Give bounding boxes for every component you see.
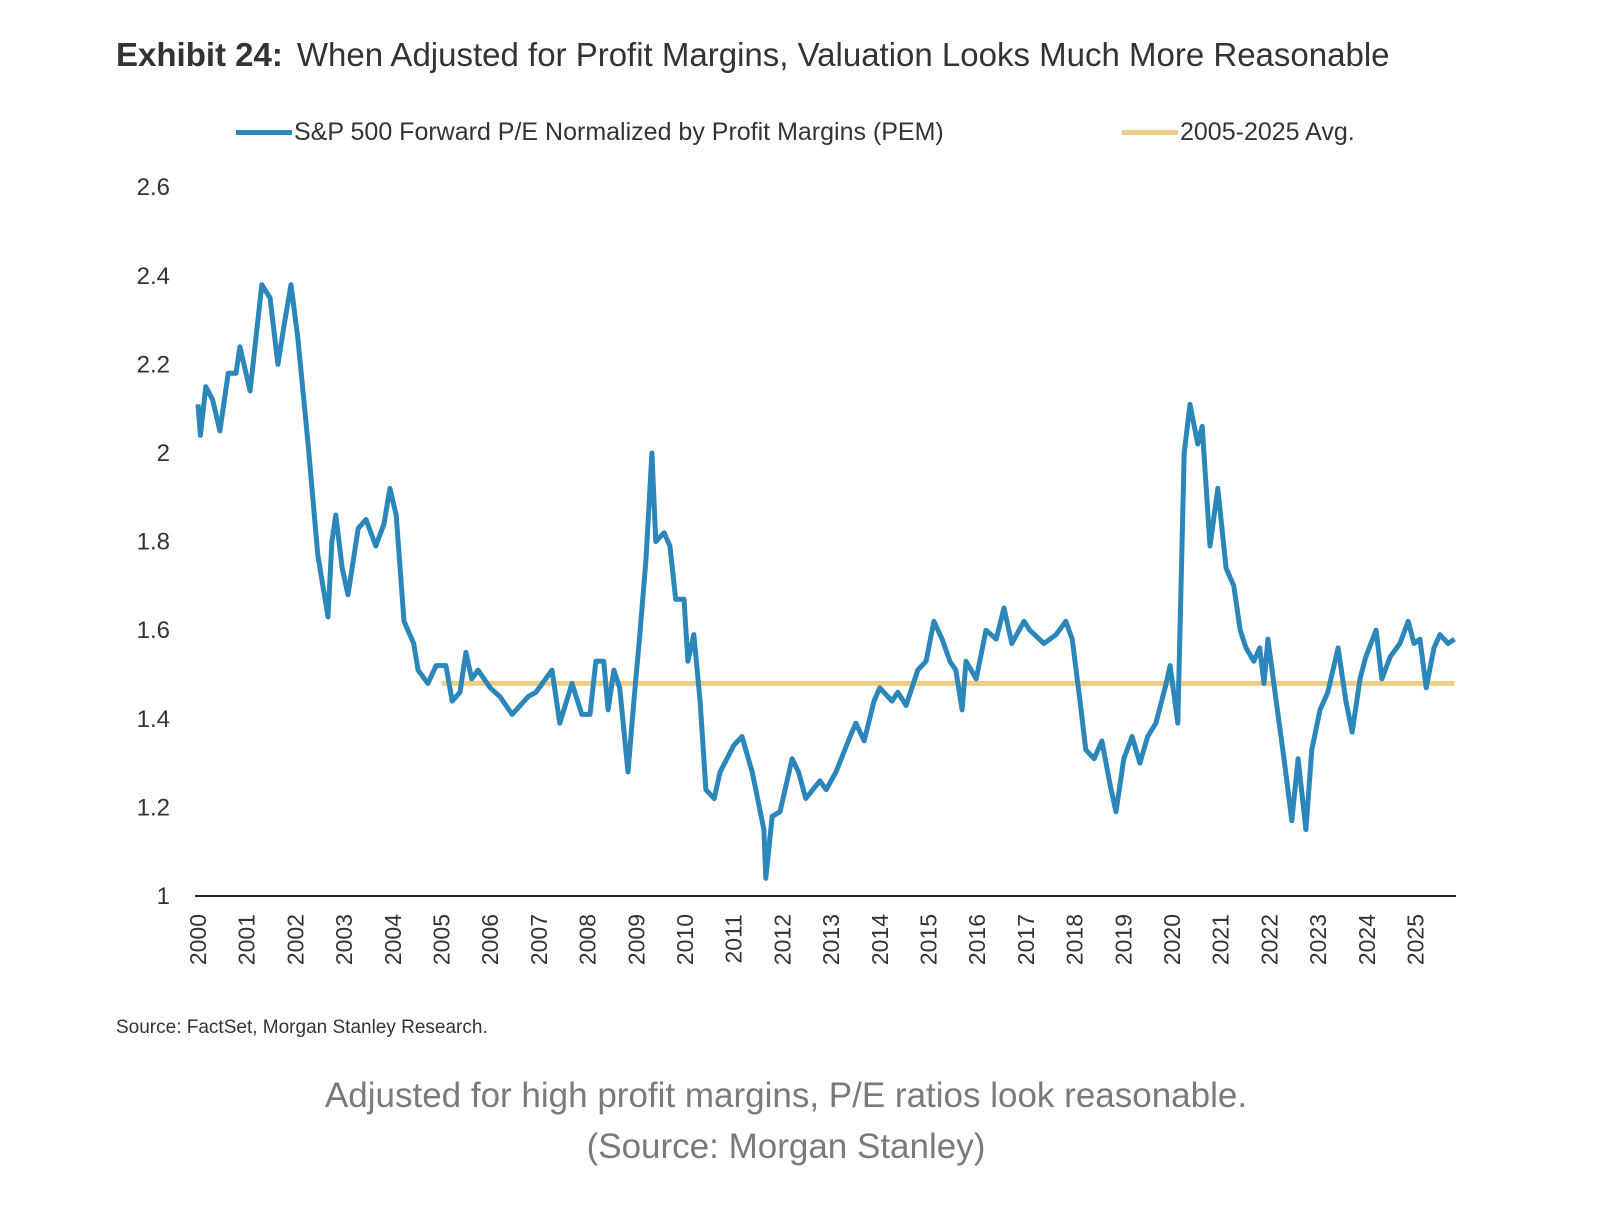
legend-item-pem: S&P 500 Forward P/E Normalized by Profit… <box>236 118 944 147</box>
y-tick-label: 1 <box>157 883 170 910</box>
line-chart: 1 1.2 1.4 1.6 1.8 2 2.2 2.4 2.6 2000 2001 2002 2003 2… <box>137 174 1456 965</box>
chart-title: Exhibit 24: When Adjusted for Profit Marg… <box>116 36 1390 74</box>
x-tick-label: 2021 <box>1208 914 1234 965</box>
x-tick-label: 2008 <box>575 914 601 965</box>
y-tick-label: 2.4 <box>137 263 170 290</box>
caption-line-2: (Source: Morgan Stanley) <box>586 1127 986 1166</box>
x-tick-label: 2004 <box>380 914 406 965</box>
y-tick-label: 2.2 <box>137 351 170 378</box>
y-tick-label: 2.6 <box>137 174 170 201</box>
legend-swatch-pem <box>236 130 292 135</box>
x-tick-label: 2001 <box>234 914 260 965</box>
caption-line-1: Adjusted for high profit margins, P/E ra… <box>324 1076 1248 1115</box>
y-tick-label: 1.8 <box>137 529 170 556</box>
x-tick-label: 2022 <box>1256 914 1282 965</box>
legend-label-pem: S&P 500 Forward P/E Normalized by Profit… <box>294 118 944 146</box>
y-tick-label: 1.6 <box>137 617 170 644</box>
legend-item-avg: 2005-2025 Avg. <box>1122 118 1355 147</box>
pem-series-line <box>195 282 1456 881</box>
y-tick-label: 1.2 <box>137 794 170 821</box>
x-tick-label: 2019 <box>1110 914 1136 965</box>
x-tick-label: 2002 <box>282 914 308 965</box>
x-tick-label: 2023 <box>1305 914 1331 965</box>
x-tick-label: 2011 <box>721 914 747 963</box>
source-note: Source: FactSet, Morgan Stanley Research… <box>116 1017 488 1038</box>
y-tick-label: 2 <box>157 440 170 467</box>
x-tick-label: 2025 <box>1403 914 1429 965</box>
x-tick-label: 2005 <box>429 914 455 965</box>
x-tick-label: 2007 <box>526 914 552 965</box>
x-tick-label: 2024 <box>1354 914 1380 965</box>
x-tick-label: 2015 <box>916 914 942 965</box>
x-tick-label: 2013 <box>818 914 844 965</box>
x-tick-label: 2000 <box>185 914 211 965</box>
exhibit-label: Exhibit 24: <box>116 36 283 73</box>
x-tick-label: 2006 <box>477 914 503 965</box>
legend-swatch-avg <box>1122 130 1178 135</box>
x-tick-label: 2014 <box>867 914 893 965</box>
x-tick-label: 2020 <box>1159 914 1185 965</box>
x-tick-label: 2009 <box>623 914 649 965</box>
x-tick-label: 2017 <box>1013 914 1039 965</box>
x-tick-label: 2012 <box>769 914 795 965</box>
title-text: When Adjusted for Profit Margins, Valuat… <box>296 36 1390 73</box>
x-tick-label: 2003 <box>331 914 357 965</box>
x-tick-label: 2010 <box>672 914 698 965</box>
x-tick-label: 2016 <box>964 914 990 965</box>
y-tick-label: 1.4 <box>137 706 170 733</box>
legend-label-avg: 2005-2025 Avg. <box>1180 118 1355 146</box>
x-tick-label: 2018 <box>1062 914 1088 965</box>
